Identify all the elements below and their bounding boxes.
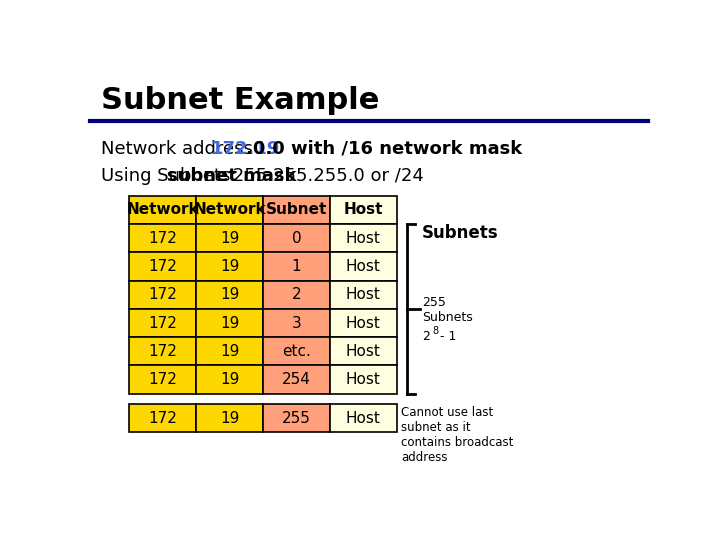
Text: Network: Network: [126, 202, 199, 218]
Text: 172: 172: [148, 287, 177, 302]
Text: 254: 254: [282, 372, 311, 387]
FancyBboxPatch shape: [330, 404, 397, 433]
Text: Subnet: Subnet: [266, 202, 327, 218]
Text: 255
Subnets: 255 Subnets: [422, 296, 473, 325]
Text: 19: 19: [220, 344, 239, 359]
FancyBboxPatch shape: [330, 309, 397, 337]
FancyBboxPatch shape: [129, 224, 196, 252]
Text: 172: 172: [148, 344, 177, 359]
FancyBboxPatch shape: [196, 337, 263, 366]
Text: 19: 19: [220, 315, 239, 330]
FancyBboxPatch shape: [263, 309, 330, 337]
FancyBboxPatch shape: [129, 196, 196, 224]
Text: 172: 172: [148, 231, 177, 246]
Text: subnet mask: subnet mask: [167, 167, 297, 185]
FancyBboxPatch shape: [330, 281, 397, 309]
Text: Host: Host: [346, 372, 381, 387]
FancyBboxPatch shape: [330, 252, 397, 281]
Text: 19: 19: [220, 411, 239, 426]
Text: 0: 0: [292, 231, 301, 246]
Text: - 1: - 1: [436, 329, 456, 343]
Text: Host: Host: [346, 231, 381, 246]
Text: Subnets: Subnets: [422, 224, 499, 242]
Text: 172: 172: [148, 259, 177, 274]
Text: 19: 19: [220, 231, 239, 246]
FancyBboxPatch shape: [129, 309, 196, 337]
FancyBboxPatch shape: [196, 224, 263, 252]
Text: Host: Host: [346, 287, 381, 302]
Text: 255.255.255.0 or /24: 255.255.255.0 or /24: [228, 167, 424, 185]
Text: Cannot use last
subnet as it
contains broadcast
address: Cannot use last subnet as it contains br…: [401, 406, 514, 463]
Text: Host: Host: [346, 344, 381, 359]
Text: Subnet Example: Subnet Example: [101, 85, 379, 114]
FancyBboxPatch shape: [196, 404, 263, 433]
FancyBboxPatch shape: [196, 366, 263, 394]
FancyBboxPatch shape: [196, 196, 263, 224]
Text: 19: 19: [220, 372, 239, 387]
FancyBboxPatch shape: [330, 224, 397, 252]
Text: Using Subnets:: Using Subnets:: [101, 167, 243, 185]
Text: Host: Host: [346, 259, 381, 274]
Text: 2: 2: [292, 287, 301, 302]
Text: 19: 19: [220, 259, 239, 274]
FancyBboxPatch shape: [129, 337, 196, 366]
FancyBboxPatch shape: [196, 281, 263, 309]
FancyBboxPatch shape: [263, 404, 330, 433]
FancyBboxPatch shape: [129, 404, 196, 433]
FancyBboxPatch shape: [330, 366, 397, 394]
Text: Network address: Network address: [101, 140, 258, 158]
FancyBboxPatch shape: [129, 252, 196, 281]
Text: 2: 2: [422, 329, 430, 343]
FancyBboxPatch shape: [263, 337, 330, 366]
Text: 255: 255: [282, 411, 311, 426]
Text: 172: 172: [148, 411, 177, 426]
Text: 172: 172: [148, 315, 177, 330]
FancyBboxPatch shape: [330, 337, 397, 366]
Text: etc.: etc.: [282, 344, 311, 359]
FancyBboxPatch shape: [263, 281, 330, 309]
Text: 1: 1: [292, 259, 301, 274]
Text: 3: 3: [292, 315, 302, 330]
FancyBboxPatch shape: [263, 224, 330, 252]
FancyBboxPatch shape: [330, 196, 397, 224]
FancyBboxPatch shape: [263, 252, 330, 281]
Text: 172.19: 172.19: [211, 140, 281, 158]
Text: 172: 172: [148, 372, 177, 387]
Text: Host: Host: [343, 202, 383, 218]
Text: Host: Host: [346, 411, 381, 426]
Text: Network: Network: [193, 202, 266, 218]
FancyBboxPatch shape: [129, 366, 196, 394]
FancyBboxPatch shape: [263, 196, 330, 224]
Text: Host: Host: [346, 315, 381, 330]
FancyBboxPatch shape: [196, 309, 263, 337]
Text: 19: 19: [220, 287, 239, 302]
FancyBboxPatch shape: [129, 281, 196, 309]
FancyBboxPatch shape: [263, 366, 330, 394]
Text: .0.0 with /16 network mask: .0.0 with /16 network mask: [246, 140, 522, 158]
Text: 8: 8: [432, 326, 438, 336]
FancyBboxPatch shape: [196, 252, 263, 281]
